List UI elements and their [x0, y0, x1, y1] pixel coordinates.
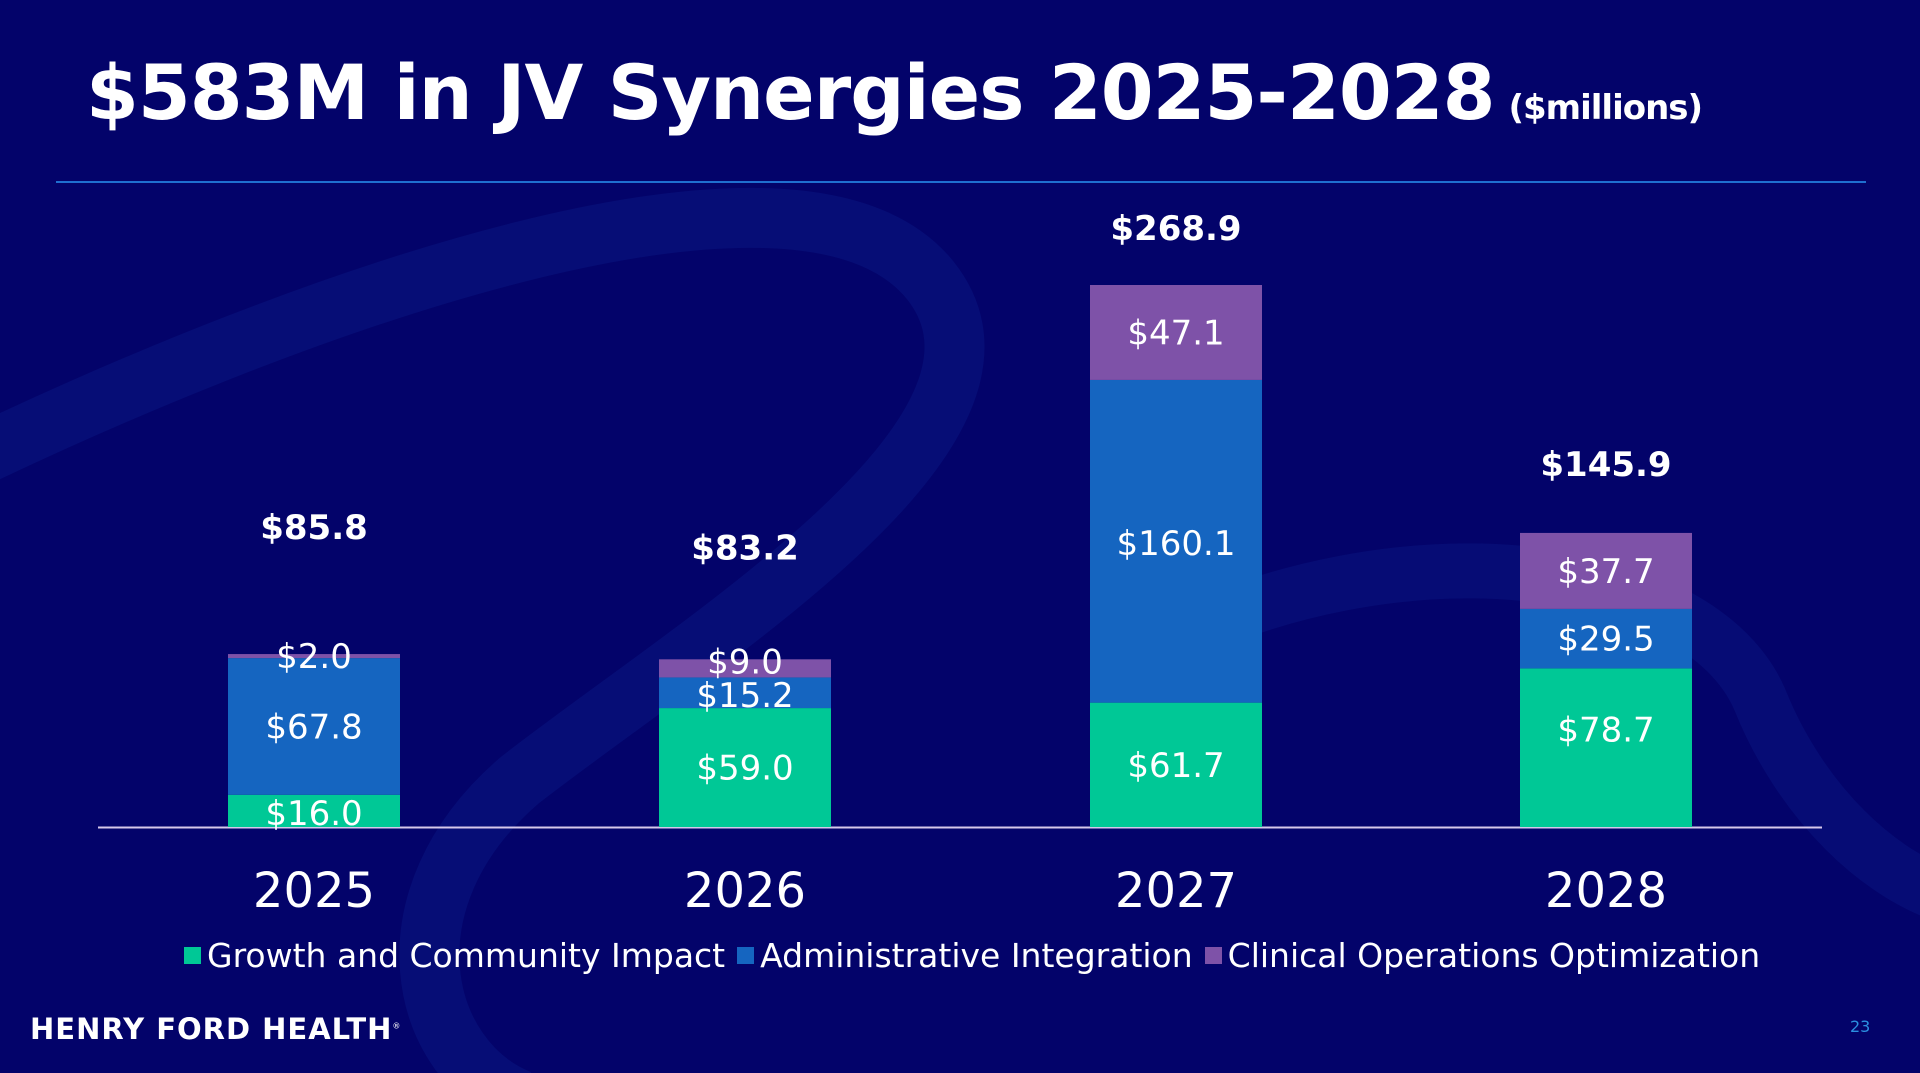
title-divider — [56, 181, 1866, 183]
data-label-administrative-integration-2028: $29.5 — [1557, 620, 1654, 660]
total-label-2026: $83.2 — [691, 528, 799, 568]
legend-label-growth: Growth and Community Impact — [207, 936, 726, 975]
data-label-growth-and-community-impact-2026: $59.0 — [696, 749, 793, 789]
bar-administrative-integration-2027 — [1090, 379, 1262, 703]
x-tick-label-2028: 2028 — [1545, 863, 1667, 919]
title-unit: ($millions) — [1508, 88, 1703, 128]
legend-label-clinical: Clinical Operations Optimization — [1227, 936, 1761, 975]
page-number: 23 — [1850, 1017, 1871, 1036]
bar-administrative-integration-2026 — [659, 677, 831, 709]
legend-item-clinical: Clinical Operations Optimization — [1204, 936, 1761, 975]
bar-growth-and-community-impact-2027 — [1090, 702, 1262, 827]
bar-clinical-operations-optimization-2026 — [659, 659, 831, 678]
data-label-growth-and-community-impact-2027: $61.7 — [1127, 746, 1224, 786]
data-label-administrative-integration-2025: $67.8 — [265, 707, 362, 747]
data-label-administrative-integration-2026: $15.2 — [696, 676, 793, 716]
bar-growth-and-community-impact-2026 — [659, 708, 831, 827]
logo-text: HENRY FORD HEALTH — [30, 1012, 393, 1046]
registered-mark: ® — [392, 1021, 402, 1031]
legend-item-admin: Administrative Integration — [737, 936, 1193, 975]
data-label-growth-and-community-impact-2025: $16.0 — [265, 794, 362, 834]
data-label-administrative-integration-2027: $160.1 — [1117, 524, 1236, 564]
legend-label-admin: Administrative Integration — [760, 936, 1193, 975]
data-label-growth-and-community-impact-2028: $78.7 — [1557, 711, 1654, 751]
x-tick-label-2025: 2025 — [253, 863, 375, 919]
henry-ford-health-logo: HENRY FORD HEALTH® — [30, 1012, 401, 1046]
bar-clinical-operations-optimization-2025 — [228, 654, 400, 659]
x-tick-label-2027: 2027 — [1115, 863, 1237, 919]
chart-legend: Growth and Community Impact Administrati… — [184, 936, 1772, 975]
bar-growth-and-community-impact-2025 — [228, 794, 400, 827]
legend-item-growth: Growth and Community Impact — [184, 936, 725, 975]
bar-growth-and-community-impact-2028 — [1520, 668, 1692, 827]
bar-administrative-integration-2028 — [1520, 608, 1692, 669]
legend-swatch-admin — [737, 947, 755, 964]
data-label-clinical-operations-optimization-2027: $47.1 — [1127, 313, 1224, 353]
total-label-2027: $268.9 — [1110, 209, 1241, 249]
total-label-2028: $145.9 — [1540, 445, 1671, 485]
legend-swatch-growth — [184, 947, 201, 964]
bar-clinical-operations-optimization-2027 — [1090, 285, 1262, 380]
data-label-clinical-operations-optimization-2028: $37.7 — [1557, 552, 1654, 592]
total-label-2025: $85.8 — [260, 508, 368, 548]
legend-swatch-clinical — [1204, 947, 1222, 964]
slide-title: $583M in JV Synergies 2025-2028 ($million… — [86, 48, 1703, 137]
bar-administrative-integration-2025 — [228, 658, 400, 795]
x-tick-label-2026: 2026 — [684, 863, 806, 919]
data-label-clinical-operations-optimization-2026: $9.0 — [707, 642, 783, 682]
bar-clinical-operations-optimization-2028 — [1520, 532, 1692, 609]
data-label-clinical-operations-optimization-2025: $2.0 — [276, 637, 352, 677]
title-text: $583M in JV Synergies 2025-2028 — [86, 48, 1495, 137]
